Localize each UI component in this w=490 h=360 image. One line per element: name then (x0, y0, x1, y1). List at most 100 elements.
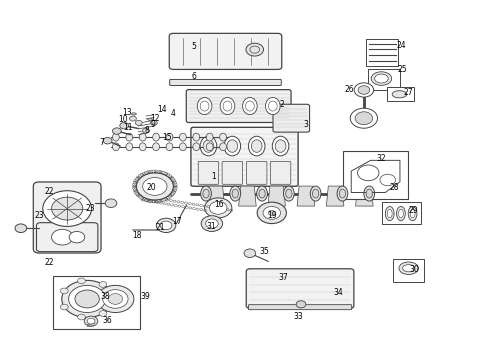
Circle shape (355, 112, 373, 125)
FancyBboxPatch shape (169, 33, 282, 69)
Text: 24: 24 (396, 41, 406, 50)
Text: 6: 6 (192, 72, 196, 81)
Text: 21: 21 (155, 222, 165, 231)
Ellipse shape (227, 140, 238, 152)
Ellipse shape (266, 98, 280, 114)
Ellipse shape (286, 189, 292, 198)
Circle shape (201, 216, 222, 231)
Circle shape (129, 116, 136, 121)
Circle shape (51, 197, 83, 220)
Ellipse shape (206, 133, 213, 141)
Text: 1: 1 (211, 172, 216, 181)
Ellipse shape (193, 133, 200, 141)
Bar (53, 276, 140, 329)
Text: 9: 9 (150, 120, 155, 129)
Circle shape (77, 278, 85, 284)
Ellipse shape (259, 189, 265, 198)
Text: 31: 31 (206, 222, 216, 231)
Circle shape (51, 229, 73, 245)
Circle shape (160, 221, 172, 230)
Circle shape (108, 294, 122, 304)
Text: 17: 17 (172, 217, 182, 226)
Text: 2: 2 (280, 100, 284, 109)
Ellipse shape (166, 133, 173, 141)
Text: 13: 13 (122, 108, 132, 117)
Text: 26: 26 (344, 85, 354, 94)
FancyBboxPatch shape (33, 182, 101, 253)
Text: 4: 4 (171, 109, 175, 118)
Circle shape (69, 231, 85, 243)
Text: 11: 11 (123, 123, 133, 132)
Polygon shape (297, 186, 315, 206)
Ellipse shape (275, 140, 286, 152)
Bar (382, 202, 421, 224)
Circle shape (105, 199, 117, 207)
Ellipse shape (166, 143, 173, 151)
Ellipse shape (399, 262, 418, 274)
FancyBboxPatch shape (186, 90, 291, 122)
Text: 18: 18 (132, 231, 142, 240)
Circle shape (350, 108, 377, 128)
FancyBboxPatch shape (191, 127, 298, 186)
Text: 10: 10 (119, 116, 128, 125)
Ellipse shape (408, 206, 417, 221)
Text: 8: 8 (144, 126, 149, 135)
FancyBboxPatch shape (36, 223, 98, 252)
Text: 16: 16 (214, 200, 223, 209)
Ellipse shape (364, 186, 374, 201)
Circle shape (120, 122, 128, 129)
Bar (368, 69, 400, 90)
Circle shape (97, 285, 134, 312)
Circle shape (269, 210, 275, 215)
Ellipse shape (257, 186, 268, 201)
Circle shape (246, 43, 264, 56)
FancyBboxPatch shape (273, 104, 310, 132)
Text: 7: 7 (99, 138, 104, 147)
Circle shape (296, 301, 306, 308)
Circle shape (204, 198, 232, 218)
Circle shape (43, 191, 92, 226)
Circle shape (99, 311, 107, 316)
Text: 30: 30 (410, 265, 419, 274)
Circle shape (354, 83, 374, 97)
Circle shape (143, 128, 149, 133)
Circle shape (60, 288, 68, 294)
Ellipse shape (179, 143, 186, 151)
FancyBboxPatch shape (248, 305, 352, 310)
Ellipse shape (310, 186, 321, 201)
Circle shape (135, 120, 142, 125)
Ellipse shape (396, 206, 405, 221)
Text: 28: 28 (390, 183, 399, 192)
Ellipse shape (139, 143, 146, 151)
Bar (367, 39, 398, 66)
Circle shape (209, 202, 227, 214)
Text: 23: 23 (34, 211, 44, 220)
FancyBboxPatch shape (246, 161, 267, 184)
Circle shape (15, 224, 27, 233)
Ellipse shape (200, 136, 217, 156)
Ellipse shape (410, 209, 415, 218)
Ellipse shape (131, 113, 136, 115)
Circle shape (62, 280, 113, 318)
Bar (387, 87, 414, 101)
Polygon shape (356, 186, 373, 206)
Circle shape (257, 202, 287, 224)
Ellipse shape (232, 189, 239, 198)
Ellipse shape (179, 133, 186, 141)
Ellipse shape (392, 91, 407, 98)
Ellipse shape (113, 143, 119, 151)
Circle shape (99, 282, 107, 287)
Circle shape (205, 219, 218, 228)
Text: 20: 20 (147, 183, 156, 192)
Text: 37: 37 (278, 273, 288, 282)
Ellipse shape (248, 136, 265, 156)
Ellipse shape (126, 143, 133, 151)
Polygon shape (239, 186, 256, 206)
Ellipse shape (126, 133, 133, 141)
Circle shape (109, 296, 116, 302)
Ellipse shape (337, 186, 348, 201)
Ellipse shape (371, 72, 392, 85)
Circle shape (60, 304, 68, 310)
Circle shape (77, 314, 85, 320)
Text: 19: 19 (267, 211, 277, 220)
